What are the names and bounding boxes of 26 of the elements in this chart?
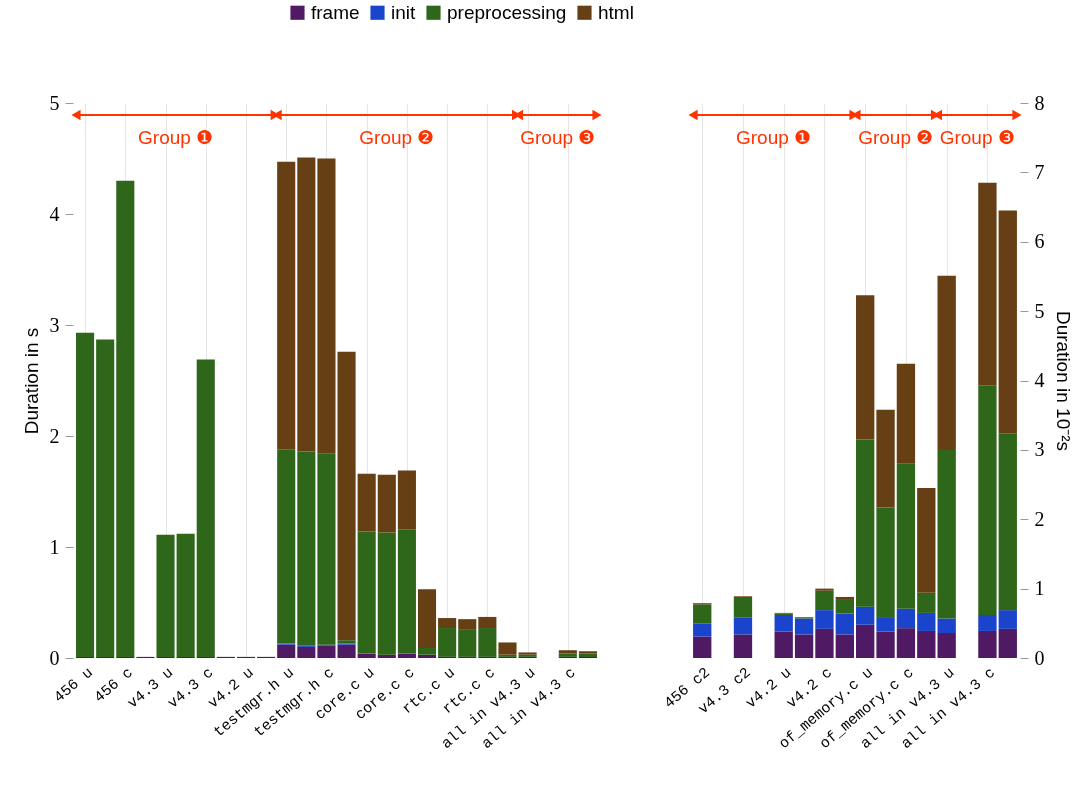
annotation: Group ❸ (939, 127, 1015, 148)
y2-tick-label: 5 (1034, 299, 1045, 322)
legend-label: frame (311, 1, 360, 23)
y-tick-label: 1 (49, 535, 60, 558)
annotation: Group ❶ (138, 127, 214, 148)
y2-tick-label: 6 (1034, 230, 1045, 253)
annotation: Group ❶ (735, 127, 812, 148)
y2-tick-label: 7 (1034, 160, 1045, 183)
legend-label: html (598, 1, 634, 23)
y-tick-label: 5 (49, 91, 60, 114)
y2-tick-label: 0 (1034, 646, 1045, 669)
annotation: Group ❷ (359, 127, 435, 148)
y2-tick-label: 1 (1034, 577, 1045, 600)
y2-tick-label: 8 (1034, 91, 1045, 114)
y-tick-label: 3 (49, 313, 60, 336)
y2-tick-label: 2 (1034, 507, 1045, 530)
y-tick-label: 2 (49, 424, 60, 447)
legend-label: preprocessing (447, 1, 567, 23)
legend-label: init (391, 1, 417, 23)
y-tick-label: 4 (49, 202, 60, 225)
y2-tick-label: 4 (1034, 369, 1045, 391)
y2-tick-label: 3 (1034, 438, 1045, 461)
y-axis-title: Duration in s (20, 327, 42, 435)
annotation: Group ❷ (858, 127, 934, 148)
y2-axis-title: Duration in 10⁻²s (1052, 310, 1074, 452)
annotation: Group ❸ (520, 127, 596, 148)
